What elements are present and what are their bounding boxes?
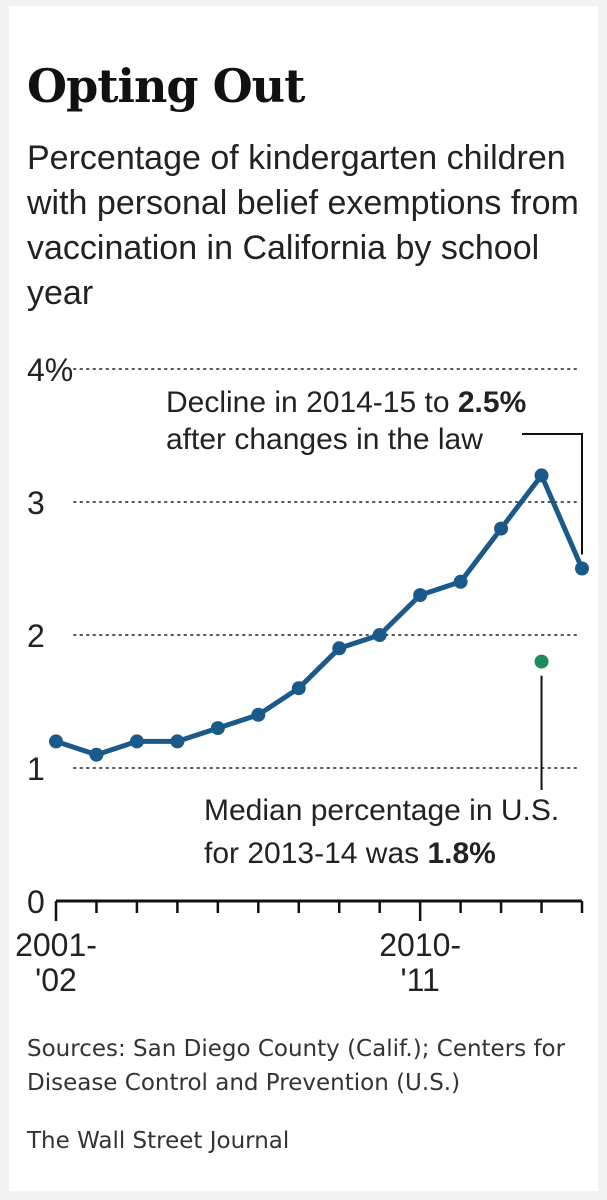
decline-annotation-value: 2.5% [458, 386, 526, 419]
median-annotation-line1: Median percentage in U.S. [204, 794, 559, 827]
series-line [49, 468, 589, 762]
annotation-leaders [522, 433, 583, 790]
credit-line: The Wall Street Journal [27, 1128, 290, 1154]
data-point [494, 521, 509, 536]
data-point [332, 641, 347, 656]
us-median-point [534, 654, 549, 669]
decline-annotation-line2: after changes in the law [166, 423, 483, 456]
data-point [453, 574, 468, 589]
median-annotation: for 2013-14 was 1.8% [204, 837, 496, 870]
x-tick-label: 2001- [15, 927, 97, 963]
chart-subtitle: Percentage of kindergarten children with… [27, 139, 579, 312]
series-line-path [53, 472, 585, 758]
data-point [291, 681, 306, 696]
y-tick-label: 4% [27, 352, 73, 388]
chart-card [9, 6, 598, 1191]
data-point [210, 721, 225, 736]
x-tick-label: '11 [400, 962, 439, 998]
line-chart: 0 1 2 3 4% 2001-'02 2010-'11 Decline in 2014-… [15, 352, 589, 998]
y-tick-label: 0 [27, 884, 45, 920]
median-marker [534, 654, 549, 669]
decline-leader-line [522, 433, 583, 555]
x-tick-label: 2010- [379, 927, 461, 963]
x-axis [54, 899, 584, 921]
data-point [129, 734, 144, 749]
data-point [534, 468, 549, 483]
median-annotation-value: 1.8% [427, 837, 495, 870]
grid-lines [73, 368, 581, 769]
data-point [575, 561, 589, 576]
y-tick-label: 1 [27, 751, 45, 787]
y-tick-labels: 0 1 2 3 4% [27, 352, 73, 920]
data-point [251, 707, 266, 722]
data-point [372, 628, 387, 642]
x-tick-labels: 2001-'02 2010-'11 [15, 927, 461, 998]
decline-annotation: Decline in 2014-15 to 2.5% [166, 386, 526, 419]
data-point [89, 747, 104, 762]
chart-title: Opting Out [27, 59, 305, 113]
x-tick-label: '02 [35, 962, 77, 998]
y-tick-label: 3 [27, 485, 45, 521]
data-point [170, 734, 185, 749]
y-tick-label: 2 [27, 618, 45, 654]
data-point [413, 588, 428, 603]
data-point [49, 734, 63, 749]
median-annotation-prefix: for 2013-14 was [204, 837, 427, 870]
decline-annotation-prefix: Decline in 2014-15 to [166, 386, 458, 419]
source-note: Sources: San Diego County (Calif.); Cent… [27, 1036, 566, 1096]
